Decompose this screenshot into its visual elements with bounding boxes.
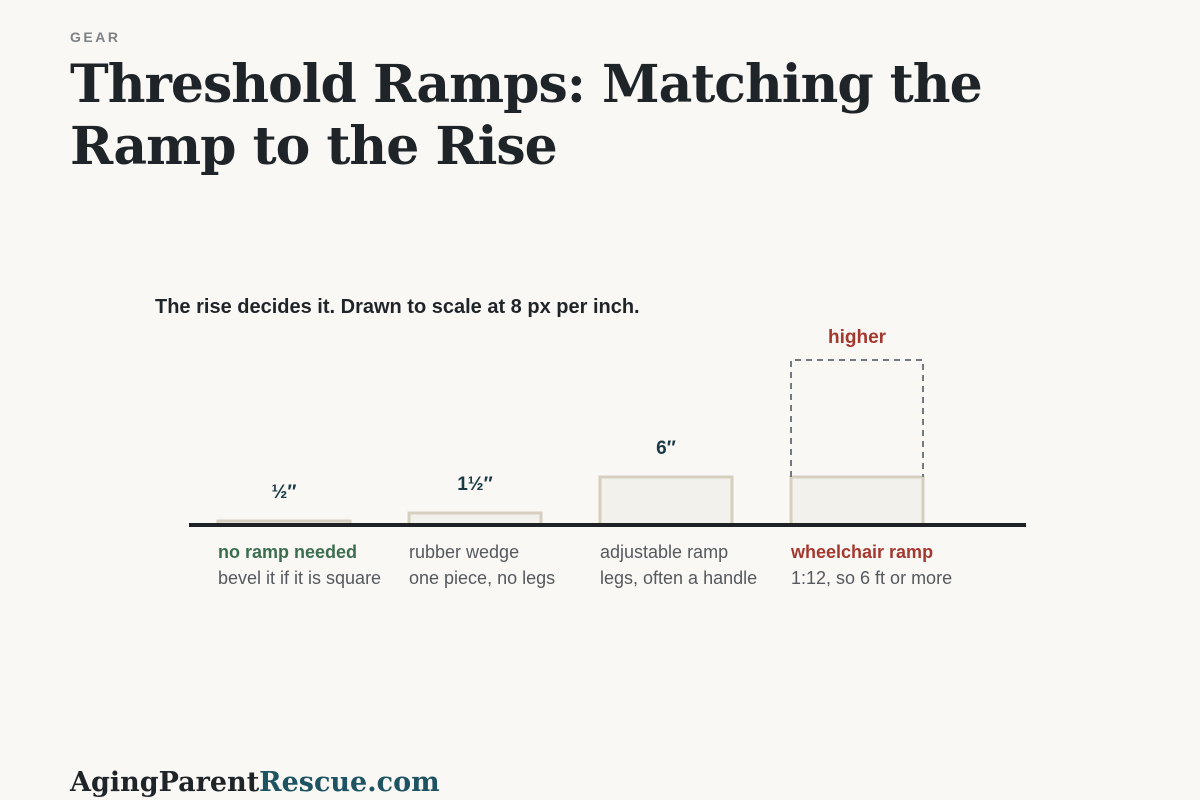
category-label: wheelchair ramp — [790, 542, 933, 562]
category-label: no ramp needed — [218, 542, 357, 562]
category-note: bevel it if it is square — [218, 568, 381, 588]
ramp-block-wheelchair-ramp — [789, 475, 925, 527]
category-note: 1:12, so 6 ft or more — [791, 568, 952, 588]
rise-label: ½″ — [272, 482, 297, 503]
chart-caption: The rise decides it. Drawn to scale at 8… — [155, 296, 640, 318]
open-ended-outline — [790, 359, 924, 477]
category-label: rubber wedge — [409, 542, 519, 562]
ramp-block-adjustable-ramp — [598, 475, 734, 527]
category-note: one piece, no legs — [409, 568, 555, 588]
rise-label: higher — [828, 327, 887, 348]
page-title: Threshold Ramps: Matching the Ramp to th… — [70, 54, 983, 177]
rise-label: 1½″ — [457, 474, 493, 495]
brand-name: AgingParent — [70, 767, 260, 798]
site-brand[interactable]: AgingParentRescue.com — [70, 766, 440, 800]
category-note: legs, often a handle — [600, 568, 757, 588]
category-label: adjustable ramp — [600, 542, 728, 562]
brand-accent: Rescue.com — [259, 767, 440, 798]
section-kicker: GEAR — [70, 29, 121, 45]
rise-label: 6″ — [656, 438, 676, 459]
